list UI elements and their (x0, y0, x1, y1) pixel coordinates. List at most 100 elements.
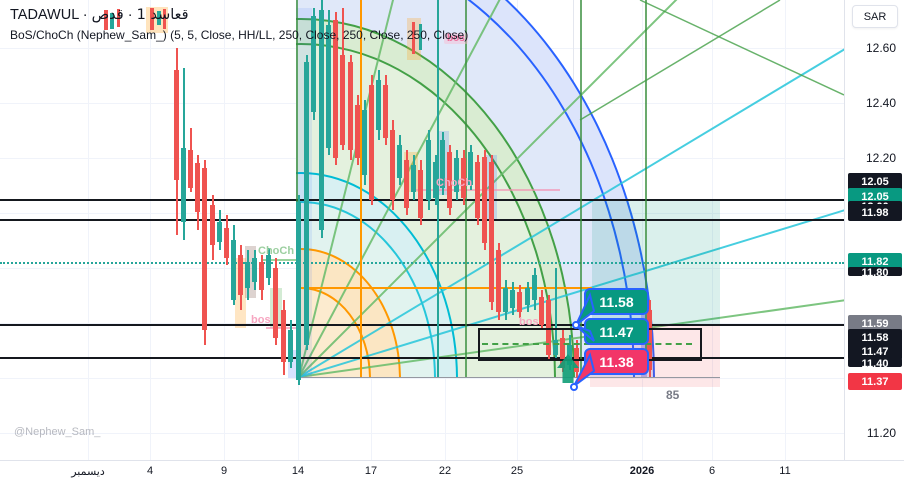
fib-circles-drawing[interactable] (296, 0, 844, 377)
time-tick-label: 17 (364, 465, 378, 477)
candle-body (259, 262, 264, 290)
price-axis[interactable]: SAR 12.6012.4012.2011.2012.0512.0512.001… (844, 0, 904, 460)
candle-wick (555, 268, 557, 358)
candle-body (475, 162, 480, 218)
candle-body (461, 158, 466, 198)
candle-body (217, 222, 222, 242)
legend-candle-mark (150, 8, 154, 30)
annotation-label: bos (519, 316, 539, 328)
candle-body (482, 157, 487, 243)
time-tick-label: ديسمبر (71, 465, 105, 478)
candle-body (319, 10, 324, 230)
annotation-label: ChoCh (258, 245, 295, 257)
candle-body (188, 150, 193, 188)
time-tick-label: 25 (510, 465, 524, 477)
vertical-line[interactable] (645, 0, 647, 352)
time-tick-label: 14 (291, 465, 305, 477)
time-tick-label: 9 (220, 465, 228, 477)
highlight-box[interactable] (245, 246, 256, 298)
price-line-11.59[interactable] (0, 324, 844, 326)
candle-body (560, 338, 565, 368)
candle-body (454, 158, 459, 192)
candle-body (440, 140, 445, 188)
candle-body (546, 300, 551, 355)
vertical-line[interactable] (296, 0, 298, 377)
candle-body (273, 268, 278, 338)
highlight-box[interactable] (641, 315, 647, 378)
choch-level-line[interactable] (262, 259, 301, 261)
price-line-11.47[interactable] (0, 357, 844, 359)
price-badge: 11.98 (848, 204, 902, 221)
separator: · (127, 7, 133, 23)
price-badge: 12.05 (848, 188, 902, 205)
price-callout[interactable]: 11.38 (584, 348, 649, 375)
candle-body (468, 152, 473, 185)
candle-body (404, 160, 409, 208)
price-line-11.98[interactable] (0, 219, 844, 221)
candle-body (447, 152, 452, 208)
price-badge: 12.05 (848, 173, 902, 190)
price-tick-label: 11.20 (866, 426, 896, 440)
symbol-title[interactable]: TADAWUL · قعاسد 1 · قدص (10, 7, 468, 23)
legend-candle-mark (110, 13, 114, 29)
candle-body (411, 165, 416, 192)
annotation-label: bos (251, 314, 271, 326)
h-gridline (0, 378, 844, 379)
legend-candle-mark (157, 11, 161, 25)
candle-body (181, 148, 186, 222)
time-tick-label: 2026 (629, 465, 655, 477)
fib-baseline[interactable] (299, 377, 720, 378)
price-tick-label: 12.20 (865, 151, 896, 165)
anchor-dot[interactable] (570, 383, 578, 391)
candle-body (224, 228, 229, 258)
symbol-name: TADAWUL (10, 7, 79, 23)
candle-body (397, 145, 402, 178)
candle-body (355, 105, 360, 158)
watermark: @Nephew_Sam_ (14, 426, 101, 438)
candle-body (517, 292, 522, 312)
candle-body (238, 255, 243, 295)
candle-body (326, 25, 331, 148)
candle-body (510, 290, 515, 308)
candle-body (418, 170, 423, 218)
fib-level-line[interactable] (299, 287, 592, 289)
candle-body (362, 110, 367, 175)
time-axis[interactable]: ديسمبر 4 9 14 17 22 25 2026 6 11 (0, 460, 904, 482)
separator: · (82, 7, 88, 23)
legend-candle-mark (163, 9, 166, 29)
candle-body (311, 16, 316, 112)
candle-body (210, 205, 215, 245)
candle-body (503, 288, 508, 312)
chart-legend: TADAWUL · قعاسد 1 · قدص BoS/ChoCh (Nephe… (10, 7, 468, 42)
price-callout[interactable]: 11.58 (584, 288, 649, 315)
candle-body (553, 340, 558, 355)
v-gridline (785, 0, 786, 460)
chart-canvas[interactable]: TADAWUL · قعاسد 1 · قدص BoS/ChoCh (Nephe… (0, 0, 844, 460)
time-tick-label: 6 (708, 465, 716, 477)
candle-body (296, 202, 301, 380)
candle-body (489, 162, 494, 302)
dotted-line-11.82[interactable] (0, 262, 844, 264)
price-callout[interactable]: 11.47 (584, 318, 649, 345)
currency-button[interactable]: SAR (852, 5, 898, 28)
annotation-label: 85 (666, 388, 680, 402)
v-gridline (712, 0, 713, 460)
price-badge: 11.58 (848, 329, 902, 346)
time-tick-label: 4 (146, 465, 154, 477)
price-badge: 11.40 (848, 358, 902, 367)
v-gridline (150, 0, 151, 460)
vertical-line[interactable] (360, 0, 362, 377)
candle-body (340, 55, 345, 145)
candle-body (426, 140, 431, 200)
candle-body (532, 275, 537, 300)
candle-body (369, 85, 374, 200)
vertical-line[interactable] (580, 0, 582, 377)
candle-body (266, 255, 271, 278)
candle-body (288, 330, 293, 362)
vertical-line[interactable] (437, 0, 439, 377)
indicator-title[interactable]: BoS/ChoCh (Nephew_Sam_) (5, 5, Close, HH… (10, 28, 469, 42)
symbol-interval: قعاسد 1 (136, 7, 189, 23)
candle-body (252, 258, 257, 282)
candle-body (390, 130, 395, 200)
price-badge: 11.80 (848, 267, 902, 276)
